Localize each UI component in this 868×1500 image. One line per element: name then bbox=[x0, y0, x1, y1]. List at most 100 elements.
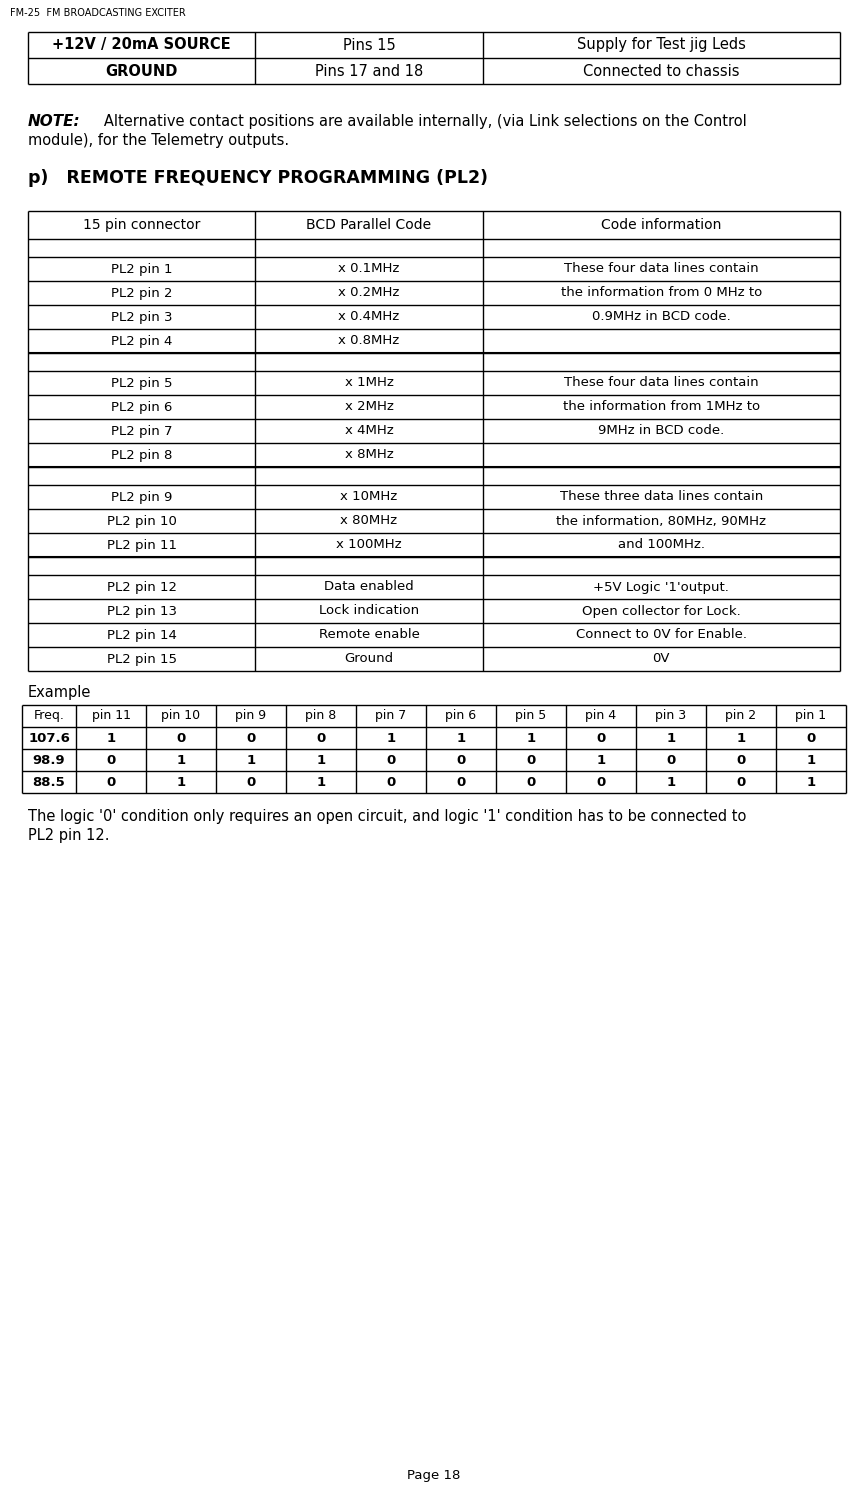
Text: Page 18: Page 18 bbox=[407, 1468, 461, 1482]
Text: PL2 pin 1: PL2 pin 1 bbox=[111, 262, 173, 276]
Text: and 100MHz.: and 100MHz. bbox=[618, 538, 705, 552]
Text: Alternative contact positions are available internally, (via Link selections on : Alternative contact positions are availa… bbox=[90, 114, 746, 129]
Text: 0: 0 bbox=[386, 753, 396, 766]
Text: Supply for Test jig Leds: Supply for Test jig Leds bbox=[577, 38, 746, 52]
Text: GROUND: GROUND bbox=[106, 63, 178, 78]
Text: x 4MHz: x 4MHz bbox=[345, 424, 393, 438]
Text: 1: 1 bbox=[176, 776, 186, 789]
Text: 1: 1 bbox=[806, 776, 816, 789]
Text: 0: 0 bbox=[736, 776, 746, 789]
Text: PL2 pin 13: PL2 pin 13 bbox=[107, 604, 177, 618]
Text: pin 2: pin 2 bbox=[726, 710, 757, 723]
Text: 0: 0 bbox=[247, 732, 255, 744]
Text: Freq.: Freq. bbox=[34, 710, 64, 723]
Text: +5V Logic '1'output.: +5V Logic '1'output. bbox=[594, 580, 729, 594]
Text: These four data lines contain: These four data lines contain bbox=[564, 262, 759, 276]
Text: PL2 pin 12: PL2 pin 12 bbox=[107, 580, 177, 594]
Text: pin 8: pin 8 bbox=[306, 710, 337, 723]
Text: x 0.8MHz: x 0.8MHz bbox=[339, 334, 399, 348]
Text: BCD Parallel Code: BCD Parallel Code bbox=[306, 217, 431, 232]
Text: These three data lines contain: These three data lines contain bbox=[560, 490, 763, 504]
Text: PL2 pin 5: PL2 pin 5 bbox=[111, 376, 173, 390]
Text: 0: 0 bbox=[107, 776, 115, 789]
Text: Ground: Ground bbox=[345, 652, 393, 666]
Text: 1: 1 bbox=[667, 776, 675, 789]
Text: x 0.1MHz: x 0.1MHz bbox=[339, 262, 400, 276]
Text: PL2 pin 10: PL2 pin 10 bbox=[107, 514, 176, 528]
Text: Lock indication: Lock indication bbox=[319, 604, 419, 618]
Text: 0: 0 bbox=[247, 776, 255, 789]
Text: +12V / 20mA SOURCE: +12V / 20mA SOURCE bbox=[52, 38, 231, 52]
Text: 0: 0 bbox=[526, 753, 536, 766]
Text: pin 3: pin 3 bbox=[655, 710, 687, 723]
Text: Pins 15: Pins 15 bbox=[343, 38, 396, 52]
Text: x 100MHz: x 100MHz bbox=[336, 538, 402, 552]
Text: 88.5: 88.5 bbox=[33, 776, 65, 789]
Text: Connected to chassis: Connected to chassis bbox=[583, 63, 740, 78]
Text: FM-25  FM BROADCASTING EXCITER: FM-25 FM BROADCASTING EXCITER bbox=[10, 8, 186, 18]
Text: Pins 17 and 18: Pins 17 and 18 bbox=[315, 63, 424, 78]
Text: 1: 1 bbox=[107, 732, 115, 744]
Text: PL2 pin 7: PL2 pin 7 bbox=[111, 424, 173, 438]
Text: x 2MHz: x 2MHz bbox=[345, 400, 393, 414]
Text: pin 6: pin 6 bbox=[445, 710, 477, 723]
Text: pin 4: pin 4 bbox=[585, 710, 616, 723]
Text: 0: 0 bbox=[386, 776, 396, 789]
Text: x 0.2MHz: x 0.2MHz bbox=[339, 286, 400, 300]
Text: The logic '0' condition only requires an open circuit, and logic '1' condition h: The logic '0' condition only requires an… bbox=[28, 808, 746, 824]
Text: PL2 pin 11: PL2 pin 11 bbox=[107, 538, 177, 552]
Text: 0: 0 bbox=[736, 753, 746, 766]
Text: x 8MHz: x 8MHz bbox=[345, 448, 393, 462]
Text: pin 11: pin 11 bbox=[91, 710, 130, 723]
Text: 0: 0 bbox=[316, 732, 326, 744]
Text: p)   REMOTE FREQUENCY PROGRAMMING (PL2): p) REMOTE FREQUENCY PROGRAMMING (PL2) bbox=[28, 170, 488, 188]
Text: 0: 0 bbox=[457, 776, 465, 789]
Text: 0V: 0V bbox=[653, 652, 670, 666]
Text: Connect to 0V for Enable.: Connect to 0V for Enable. bbox=[575, 628, 746, 642]
Text: PL2 pin 14: PL2 pin 14 bbox=[107, 628, 176, 642]
Text: PL2 pin 2: PL2 pin 2 bbox=[111, 286, 173, 300]
Text: Remote enable: Remote enable bbox=[319, 628, 419, 642]
Text: pin 1: pin 1 bbox=[795, 710, 826, 723]
Text: x 0.4MHz: x 0.4MHz bbox=[339, 310, 399, 324]
Text: 1: 1 bbox=[386, 732, 396, 744]
Text: the information from 1MHz to: the information from 1MHz to bbox=[562, 400, 760, 414]
Text: 1: 1 bbox=[247, 753, 255, 766]
Text: 0: 0 bbox=[667, 753, 675, 766]
Text: These four data lines contain: These four data lines contain bbox=[564, 376, 759, 390]
Text: PL2 pin 3: PL2 pin 3 bbox=[111, 310, 173, 324]
Text: 1: 1 bbox=[317, 753, 326, 766]
Text: pin 9: pin 9 bbox=[235, 710, 266, 723]
Text: module), for the Telemetry outputs.: module), for the Telemetry outputs. bbox=[28, 134, 289, 148]
Text: the information, 80MHz, 90MHz: the information, 80MHz, 90MHz bbox=[556, 514, 766, 528]
Text: 0: 0 bbox=[176, 732, 186, 744]
Text: Example: Example bbox=[28, 686, 91, 700]
Text: 1: 1 bbox=[806, 753, 816, 766]
Text: x 80MHz: x 80MHz bbox=[340, 514, 398, 528]
Text: x 1MHz: x 1MHz bbox=[345, 376, 393, 390]
Text: 1: 1 bbox=[526, 732, 536, 744]
Text: Open collector for Lock.: Open collector for Lock. bbox=[582, 604, 740, 618]
Text: 0: 0 bbox=[806, 732, 816, 744]
Text: 1: 1 bbox=[457, 732, 465, 744]
Text: NOTE:: NOTE: bbox=[28, 114, 81, 129]
Text: 0: 0 bbox=[107, 753, 115, 766]
Text: PL2 pin 6: PL2 pin 6 bbox=[111, 400, 173, 414]
Text: 98.9: 98.9 bbox=[33, 753, 65, 766]
Text: PL2 pin 12.: PL2 pin 12. bbox=[28, 828, 109, 843]
Text: PL2 pin 4: PL2 pin 4 bbox=[111, 334, 173, 348]
Text: 1: 1 bbox=[176, 753, 186, 766]
Text: Code information: Code information bbox=[602, 217, 721, 232]
Text: 0: 0 bbox=[596, 732, 606, 744]
Text: 1: 1 bbox=[736, 732, 746, 744]
Text: 107.6: 107.6 bbox=[28, 732, 70, 744]
Text: 1: 1 bbox=[317, 776, 326, 789]
Text: 0: 0 bbox=[526, 776, 536, 789]
Text: the information from 0 MHz to: the information from 0 MHz to bbox=[561, 286, 762, 300]
Text: pin 10: pin 10 bbox=[161, 710, 201, 723]
Text: pin 7: pin 7 bbox=[375, 710, 406, 723]
Text: 9MHz in BCD code.: 9MHz in BCD code. bbox=[598, 424, 725, 438]
Text: PL2 pin 9: PL2 pin 9 bbox=[111, 490, 173, 504]
Text: x 10MHz: x 10MHz bbox=[340, 490, 398, 504]
Text: Data enabled: Data enabled bbox=[324, 580, 414, 594]
